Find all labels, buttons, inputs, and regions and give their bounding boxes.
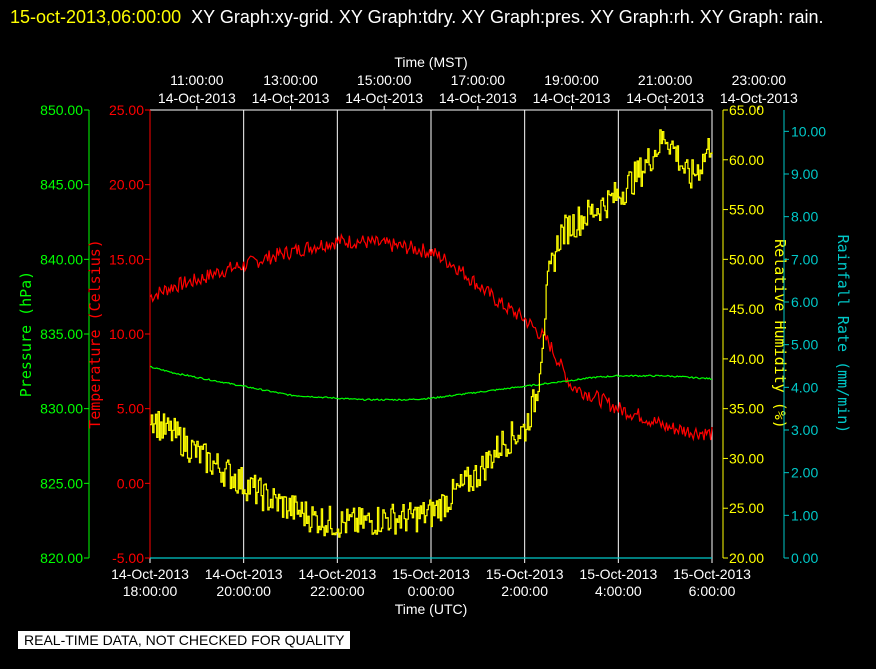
rain-tick-label: 7.00 (791, 251, 818, 267)
humidity-tick-label: 55.00 (729, 202, 764, 218)
x-tick-label-date: 14-Oct-2013 (205, 566, 283, 582)
x-tick-label-top-time: 15:00:00 (357, 72, 412, 88)
rain-axis-title: Rainfall Rate (mm/min) (834, 235, 852, 434)
x-axis-title-bottom: Time (UTC) (395, 601, 468, 617)
pressure-tick-label: 830.00 (40, 401, 83, 417)
rain-tick-label: 0.00 (791, 550, 818, 566)
rain-tick-label: 4.00 (791, 379, 818, 395)
pressure-tick-label: 840.00 (40, 251, 83, 267)
x-tick-label-top-time: 17:00:00 (451, 72, 506, 88)
humidity-axis-title: Relative Humidity (%) (771, 239, 789, 429)
humidity-tick-label: 20.00 (729, 550, 764, 566)
rain-tick-label: 2.00 (791, 465, 818, 481)
x-tick-label-time: 22:00:00 (310, 583, 365, 599)
x-tick-label-top-date: 14-Oct-2013 (720, 90, 798, 106)
humidity-tick-label: 65.00 (729, 102, 764, 118)
pressure-tick-label: 835.00 (40, 326, 83, 342)
rain-tick-label: 9.00 (791, 166, 818, 182)
humidity-tick-label: 25.00 (729, 500, 764, 516)
temperature-tick-label: 0.00 (117, 475, 144, 491)
pressure-tick-label: 850.00 (40, 102, 83, 118)
x-tick-label-date: 15-Oct-2013 (579, 566, 657, 582)
temperature-tick-label: 25.00 (109, 102, 144, 118)
temperature-tick-label: -5.00 (112, 550, 144, 566)
chart-header: 15-oct-2013,06:00:00 XY Graph:xy-grid. X… (10, 2, 860, 32)
header-titles: XY Graph:xy-grid. XY Graph:tdry. XY Grap… (191, 7, 824, 27)
rain-tick-label: 1.00 (791, 507, 818, 523)
humidity-tick-label: 45.00 (729, 301, 764, 317)
x-tick-label-top-time: 13:00:00 (263, 72, 318, 88)
temperature-tick-label: 20.00 (109, 177, 144, 193)
x-tick-label-time: 6:00:00 (689, 583, 736, 599)
pressure-tick-label: 845.00 (40, 177, 83, 193)
pressure-tick-label: 820.00 (40, 550, 83, 566)
header-timestamp: 15-oct-2013,06:00:00 (10, 7, 182, 27)
x-tick-label-date: 14-Oct-2013 (298, 566, 376, 582)
x-tick-label-date: 14-Oct-2013 (111, 566, 189, 582)
x-tick-label-top-date: 14-Oct-2013 (439, 90, 517, 106)
x-tick-label-time: 4:00:00 (595, 583, 642, 599)
x-tick-label-top-date: 14-Oct-2013 (252, 90, 330, 106)
series-tdry-line (149, 232, 713, 442)
humidity-tick-label: 40.00 (729, 351, 764, 367)
x-tick-label-top-date: 14-Oct-2013 (533, 90, 611, 106)
x-tick-label-date: 15-Oct-2013 (486, 566, 564, 582)
rain-tick-label: 5.00 (791, 337, 818, 353)
humidity-tick-label: 30.00 (729, 450, 764, 466)
x-tick-label-time: 18:00:00 (123, 583, 178, 599)
x-tick-label-time: 0:00:00 (408, 583, 455, 599)
temperature-axis-title: Temperature (Celsius) (86, 239, 104, 429)
rain-tick-label: 10.00 (791, 123, 826, 139)
x-tick-label-top-time: 21:00:00 (638, 72, 693, 88)
rain-tick-label: 3.00 (791, 422, 818, 438)
x-tick-label-top-time: 11:00:00 (170, 72, 224, 88)
x-tick-label-top-time: 19:00:00 (544, 72, 599, 88)
rain-tick-label: 6.00 (791, 294, 818, 310)
quality-notice: REAL-TIME DATA, NOT CHECKED FOR QUALITY (18, 631, 351, 649)
x-tick-label-time: 2:00:00 (501, 583, 548, 599)
x-tick-label-time: 20:00:00 (216, 583, 271, 599)
humidity-tick-label: 50.00 (729, 251, 764, 267)
rain-tick-label: 8.00 (791, 209, 818, 225)
x-axis-title-top: Time (MST) (394, 54, 467, 70)
x-tick-label-top-date: 14-Oct-2013 (158, 90, 236, 106)
x-tick-label-date: 15-Oct-2013 (392, 566, 470, 582)
humidity-tick-label: 35.00 (729, 401, 764, 417)
series-pres-line (149, 365, 713, 402)
humidity-tick-label: 60.00 (729, 152, 764, 168)
series-rh-line (150, 129, 713, 538)
temperature-tick-label: 15.00 (109, 251, 144, 267)
x-tick-label-top-date: 14-Oct-2013 (626, 90, 704, 106)
x-tick-label-date: 15-Oct-2013 (673, 566, 751, 582)
x-tick-label-top-date: 14-Oct-2013 (345, 90, 423, 106)
temperature-tick-label: 10.00 (109, 326, 144, 342)
pressure-tick-label: 825.00 (40, 475, 83, 491)
x-tick-label-top-time: 23:00:00 (732, 72, 787, 88)
pressure-axis-title: Pressure (hPa) (17, 271, 35, 397)
temperature-tick-label: 5.00 (117, 401, 144, 417)
